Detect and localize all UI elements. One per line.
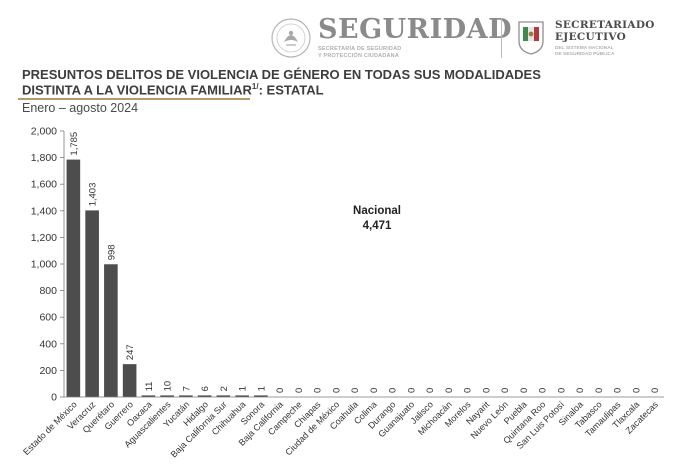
data-label: 0: [294, 388, 305, 393]
data-label: 0: [388, 388, 399, 393]
secretariado-logo-title-1: SECRETARIADO: [555, 19, 655, 31]
data-label: 0: [313, 388, 324, 393]
chart-title-line-1: PRESUNTOS DELITOS DE VIOLENCIA DE GÉNERO…: [22, 67, 541, 82]
bar: [235, 395, 249, 397]
chart-title-line-2: DISTINTA A LA VIOLENCIA FAMILIAR1/: ESTA…: [22, 82, 324, 97]
bar-chart: 02004006008001,0001,2001,4001,6001,8002,…: [21, 126, 664, 459]
seguridad-logo-title: SEGURIDAD: [318, 14, 513, 45]
y-tick-label: 400: [39, 338, 57, 350]
data-label: 0: [275, 388, 286, 393]
nacional-value: 4,471: [363, 220, 392, 232]
data-label: 0: [500, 388, 511, 393]
header: SEGURIDAD SECRETARÍA DE SEGURIDAD Y PROT…: [0, 0, 693, 64]
data-label: 0: [538, 388, 549, 393]
bar: [66, 159, 81, 397]
data-label: 0: [369, 388, 380, 393]
bar: [141, 395, 156, 397]
data-label: 247: [125, 344, 136, 360]
data-label: 0: [481, 388, 492, 393]
chart-title-line-2-suffix: : ESTATAL: [258, 82, 324, 98]
bar: [160, 395, 174, 397]
data-label: 0: [650, 388, 661, 393]
header-divider: [501, 18, 502, 58]
data-label: 0: [631, 388, 642, 393]
nacional-label: Nacional: [353, 205, 401, 217]
data-label: 0: [463, 388, 474, 393]
data-label: 0: [613, 388, 624, 393]
y-tick-label: 1,200: [31, 232, 57, 244]
chart-subtitle: Enero – agosto 2024: [22, 101, 139, 115]
bar: [179, 395, 193, 397]
bar: [254, 395, 268, 397]
y-tick-label: 1,600: [31, 179, 57, 191]
data-label: 1,785: [69, 132, 80, 156]
y-tick-label: 0: [51, 392, 57, 404]
chart-title-line-2-text: DISTINTA A LA VIOLENCIA FAMILIAR: [22, 82, 252, 98]
chart-title-superscript: 1/: [251, 82, 259, 91]
bar: [85, 210, 99, 397]
data-label: 6: [200, 386, 211, 391]
secretariado-logo-subtitle-2: DE SEGURIDAD PÚBLICA: [555, 52, 615, 57]
coat-of-arms-icon: [271, 18, 311, 58]
secretariado-logo-subtitle-1: DEL SISTEMA NACIONAL: [555, 46, 614, 51]
data-label: 1: [238, 386, 249, 391]
secretariado-logo-title-2: EJECUTIVO: [555, 31, 627, 43]
data-label: 0: [594, 388, 605, 393]
bar: [122, 364, 137, 397]
bar: [197, 395, 212, 397]
y-tick-label: 1,400: [31, 205, 57, 217]
data-label: 0: [444, 388, 455, 393]
y-tick-label: 1,000: [31, 259, 57, 271]
seguridad-logo-subtitle-1: SECRETARÍA DE SEGURIDAD: [318, 46, 402, 52]
data-label: 0: [425, 388, 436, 393]
data-label: 11: [144, 382, 155, 392]
data-label: 1,403: [88, 183, 99, 207]
data-label: 0: [406, 388, 417, 393]
data-label: 0: [575, 388, 586, 393]
data-label: 7: [181, 386, 192, 391]
data-label: 0: [331, 388, 342, 393]
y-tick-label: 1,800: [31, 152, 57, 164]
data-label: 10: [163, 381, 174, 392]
data-label: 2: [219, 386, 230, 391]
bar: [104, 264, 118, 397]
data-label: 0: [350, 388, 361, 393]
data-label: 0: [519, 388, 530, 393]
data-label: 0: [556, 388, 567, 393]
data-label: 998: [106, 244, 117, 260]
y-tick-label: 600: [39, 312, 57, 324]
y-tick-label: 200: [39, 365, 57, 377]
secretariado-shield-icon: [518, 21, 544, 55]
y-tick-label: 2,000: [31, 126, 57, 138]
bar: [216, 395, 231, 397]
seguridad-logo-subtitle-2: Y PROTECCIÓN CIUDADANA: [318, 53, 399, 59]
title-accent-underline: [18, 98, 250, 100]
data-label: 1: [256, 386, 267, 391]
y-tick-label: 800: [39, 285, 57, 297]
